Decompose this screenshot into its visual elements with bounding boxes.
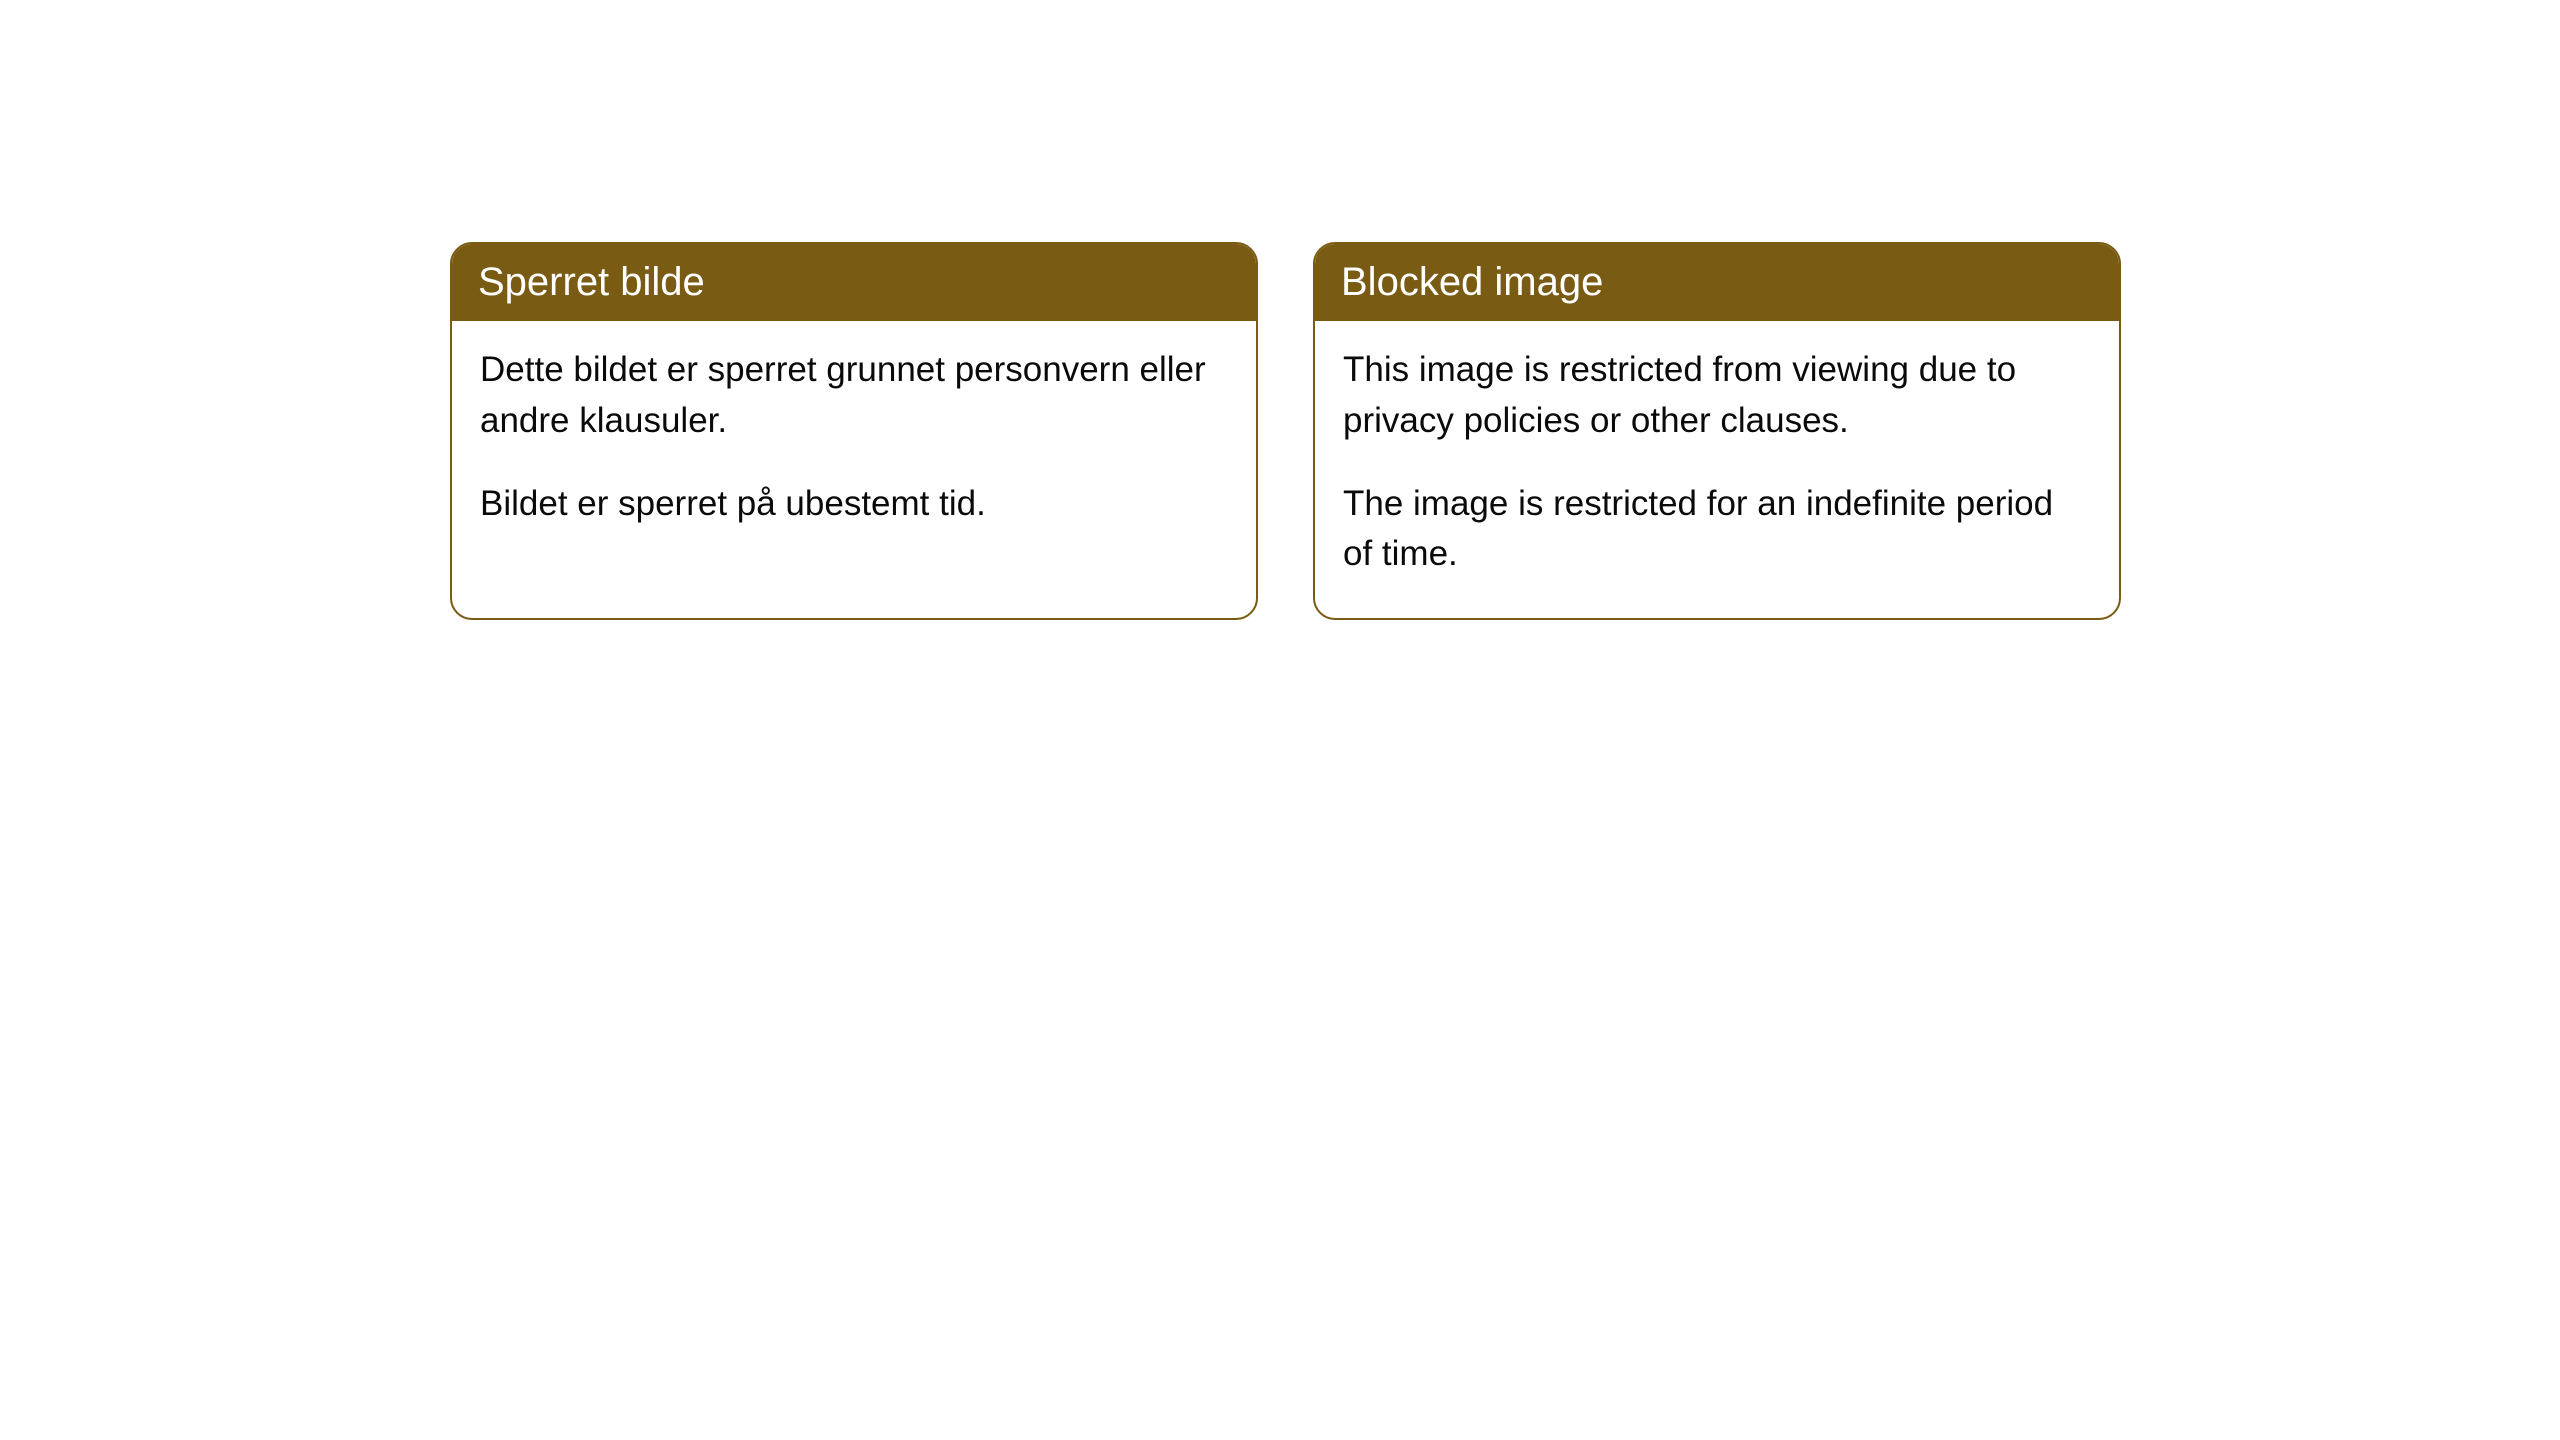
card-paragraph-2: Bildet er sperret på ubestemt tid. — [480, 479, 1228, 530]
card-paragraph-1: This image is restricted from viewing du… — [1343, 345, 2091, 447]
card-title: Blocked image — [1341, 260, 1603, 304]
card-title: Sperret bilde — [478, 260, 705, 304]
card-paragraph-1: Dette bildet er sperret grunnet personve… — [480, 345, 1228, 447]
card-paragraph-2: The image is restricted for an indefinit… — [1343, 479, 2091, 581]
card-body: Dette bildet er sperret grunnet personve… — [452, 321, 1256, 567]
card-header: Blocked image — [1315, 244, 2119, 321]
card-header: Sperret bilde — [452, 244, 1256, 321]
card-body: This image is restricted from viewing du… — [1315, 321, 2119, 618]
notice-card-english: Blocked image This image is restricted f… — [1313, 242, 2121, 620]
notice-card-norwegian: Sperret bilde Dette bildet er sperret gr… — [450, 242, 1258, 620]
notice-cards-container: Sperret bilde Dette bildet er sperret gr… — [450, 242, 2121, 620]
